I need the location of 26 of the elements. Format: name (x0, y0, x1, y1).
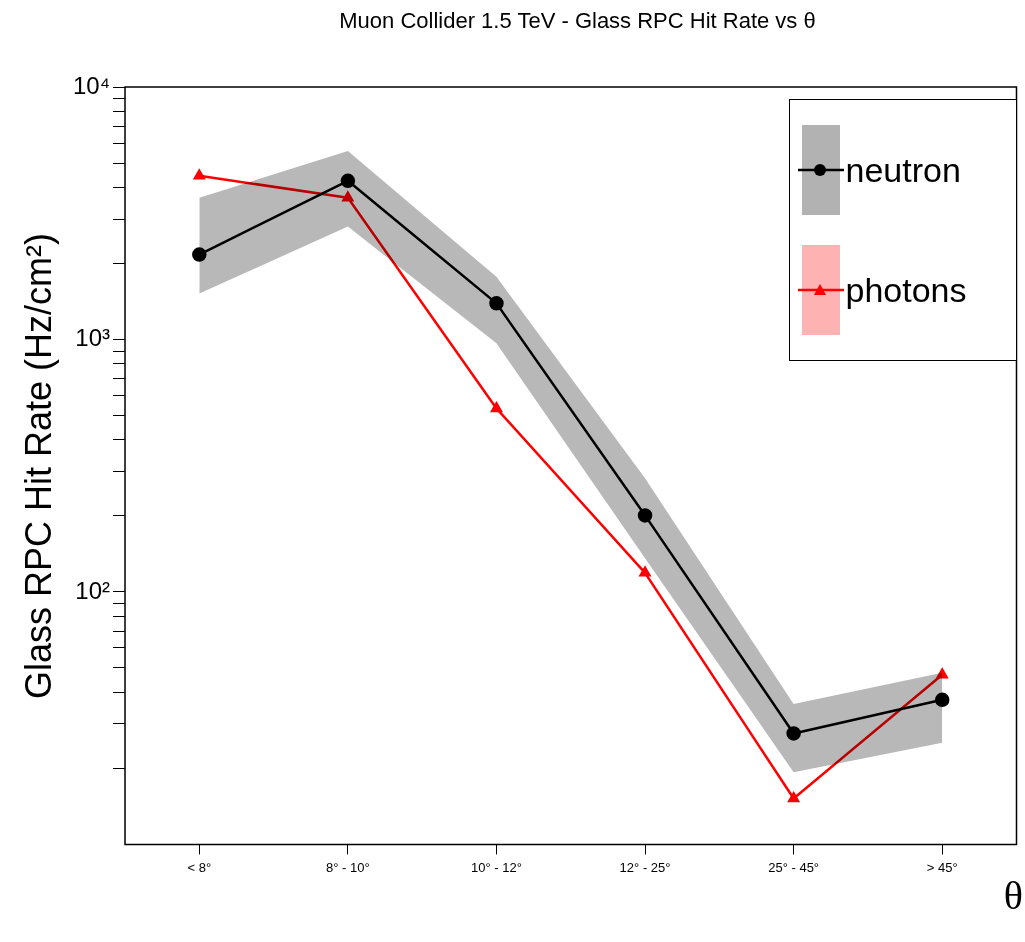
x-tick-label: > 45° (926, 859, 958, 875)
point (639, 566, 651, 577)
x-tick-label: < 8° (187, 859, 212, 875)
x-tick-label: 25° - 45° (768, 859, 820, 875)
point (342, 191, 354, 202)
chart-title: Muon Collider 1.5 TeV - Glass RPC Hit Rate vs θ (338, 8, 817, 34)
x-tick-label: 12° - 25° (619, 859, 671, 875)
point (788, 792, 800, 803)
point (193, 169, 205, 180)
point (490, 402, 503, 413)
x-tick-label: 8° - 10° (326, 859, 370, 875)
y-axis-title: Glass RPC Hit Rate (Hz/cm²) (18, 232, 60, 699)
point (936, 668, 948, 679)
point (786, 726, 801, 741)
point (489, 296, 504, 311)
legend-label: photons (845, 270, 967, 310)
legend-label: neutron (845, 150, 961, 190)
y-tick-label: 10⁴ (72, 71, 111, 99)
point (637, 508, 653, 523)
x-tick-label: 10° - 12° (471, 859, 522, 875)
point (934, 692, 950, 708)
y-tick-label: 10² (75, 576, 111, 604)
point (340, 173, 356, 189)
point (192, 247, 207, 262)
y-tick-label: 10³ (75, 324, 111, 352)
x-axis-title: θ (1003, 872, 1023, 919)
